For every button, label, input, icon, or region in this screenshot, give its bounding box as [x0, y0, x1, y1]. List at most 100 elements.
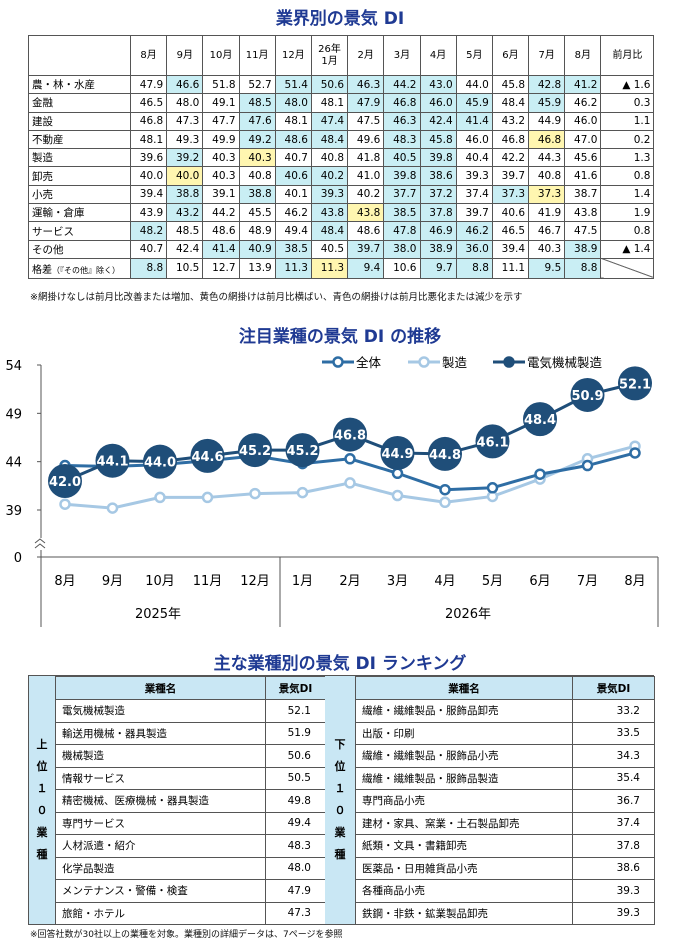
vertical-char: 種 [334, 848, 346, 861]
di-value-cell: 46.5 [129, 93, 168, 113]
di-value-cell: 39.7 [455, 203, 493, 223]
series-point-1 [201, 491, 214, 504]
series-point-electric [333, 417, 367, 452]
di-value-cell: 38.0 [383, 239, 421, 259]
di-value-cell: 38.9 [564, 239, 602, 259]
table-row: 小売 39.4 38.8 39.1 38.8 40.1 39.3 40.2 37.7 37.2 37… [28, 184, 655, 205]
ranking-title: 主な業種別の景気 DI ランキング [213, 654, 467, 674]
data-label: 44.8 [429, 448, 461, 463]
di-value-cell: 44.0 [455, 74, 493, 95]
vertical-char: ０ [334, 804, 346, 817]
series-point-1 [391, 489, 404, 502]
ranking-di-value: 51.9 [265, 721, 326, 745]
di-value-cell: 40.3 [528, 239, 566, 259]
di-value-cell: 40.9 [238, 239, 276, 259]
di-value-cell: 39.3 [310, 184, 349, 205]
di-value-cell: 48.1 [310, 93, 349, 113]
gap-label: 格差（『その他』除く） [28, 257, 131, 279]
gap-value-cell: 8.8 [129, 257, 168, 279]
data-label: 44.6 [191, 450, 223, 465]
ranking-row: 情報サービス 50.5 [55, 766, 326, 790]
series-point-0 [344, 453, 356, 465]
series-point-1 [296, 486, 309, 499]
ranking-di-value: 36.7 [572, 789, 655, 813]
di-value-cell: 47.3 [166, 111, 204, 131]
header-10: 6月 [491, 35, 530, 76]
header-6: 2月 [347, 35, 385, 76]
di-value-cell: 39.7 [491, 166, 530, 186]
ranking-row: 輸送用機械・器具製造 51.9 [55, 721, 326, 745]
di-value-cell: 45.8 [419, 129, 457, 150]
di-value-cell: 47.6 [238, 111, 276, 131]
ranking-di-value: 50.5 [265, 766, 326, 790]
di-value-cell: 41.9 [528, 203, 566, 223]
di-value-cell: 40.2 [347, 184, 385, 205]
header-0: 8月 [129, 35, 168, 76]
ranking-industry-name: 紙類・文具・書籍卸売 [355, 834, 573, 858]
industry-name: サービス [28, 221, 131, 241]
y-tick-label: 44 [5, 456, 22, 471]
x-tick-label: 11月 [193, 574, 223, 589]
di-value-cell: 45.9 [528, 93, 566, 113]
axis-break-mark [34, 538, 46, 549]
gap-value-cell: 11.3 [274, 257, 312, 279]
di-value-cell: 39.6 [129, 148, 168, 168]
di-value-cell: 48.0 [166, 93, 204, 113]
di-value-cell: 47.5 [564, 221, 602, 241]
di-value-cell: 48.6 [347, 221, 385, 241]
di-value-cell: 51.8 [202, 74, 240, 95]
di-value-cell: 49.3 [166, 129, 204, 150]
di-value-cell: 45.6 [564, 148, 602, 168]
bottom10-col-name: 業種名 [355, 676, 573, 700]
di-value-cell: 46.8 [383, 93, 421, 113]
ranking-industry-name: 専門サービス [55, 811, 266, 835]
table-header-row: 8月 9月 10月 11月 12月 26年 1月 2月 3月 4月 5月 6月 7月 8月 前月比 [28, 35, 655, 76]
ranking-industry-name: 輸送用機械・器具製造 [55, 721, 266, 745]
industry-name: 金融 [28, 93, 131, 113]
di-value-cell: 37.8 [419, 203, 457, 223]
di-value-cell: 37.3 [491, 184, 530, 205]
industry-name: 農・林・水産 [28, 74, 131, 95]
di-value-cell: 39.8 [383, 166, 421, 186]
vertical-char: 位 [36, 760, 48, 773]
industry-name: 運輸・倉庫 [28, 203, 131, 223]
gap-value-cell: 11.1 [491, 257, 530, 279]
mom-diff-cell: 0.3 [600, 93, 655, 113]
header-11: 7月 [528, 35, 566, 76]
legend-label: 電気機械製造 [527, 355, 603, 370]
ranking-industry-name: 建材・家具、窯業・土石製品卸売 [355, 811, 573, 835]
di-value-cell: 43.8 [564, 203, 602, 223]
series-point-electric [570, 377, 605, 412]
x-tick-label: 3月 [387, 574, 408, 589]
series-point-electric [143, 444, 177, 479]
di-value-cell: 48.4 [310, 129, 349, 150]
industry-name: 卸売 [28, 166, 131, 186]
di-value-cell: 40.6 [274, 166, 312, 186]
series-point-1 [154, 491, 166, 504]
di-value-cell: 46.7 [528, 221, 566, 241]
ranking-note: ※回答社数が30社以上の業種を対象。業種別の詳細データは、7ページを参照 [30, 930, 343, 940]
di-value-cell: 49.4 [274, 221, 312, 241]
x-tick-label: 8月 [624, 574, 645, 589]
di-value-cell: 40.8 [528, 166, 566, 186]
bottom10-col-value: 景気DI [572, 676, 655, 700]
mom-diff-cell: 1.1 [600, 111, 655, 131]
series-point-electric [618, 366, 652, 401]
di-value-cell: 45.9 [455, 93, 493, 113]
gap-value-cell: 13.9 [238, 257, 276, 279]
ranking-di-value: 48.0 [265, 856, 326, 880]
industry-name: 不動産 [28, 129, 131, 150]
data-label: 50.9 [571, 389, 603, 404]
di-value-cell: 46.3 [383, 111, 421, 131]
ranking-row: 機械製造 50.6 [55, 744, 326, 768]
table-row: 不動産 48.1 49.3 49.9 49.2 48.6 48.4 49.6 48.3 45.8 4… [28, 129, 655, 150]
di-value-cell: 40.4 [455, 148, 493, 168]
di-value-cell: 39.4 [491, 239, 530, 259]
ranking-row: メンテナンス・警備・検査 47.9 [55, 879, 326, 903]
gap-value-cell: 11.3 [310, 257, 349, 279]
di-value-cell: 48.2 [129, 221, 168, 241]
data-label: 46.8 [334, 429, 366, 444]
gap-value-cell: 9.5 [528, 257, 566, 279]
di-value-cell: 40.0 [166, 166, 204, 186]
